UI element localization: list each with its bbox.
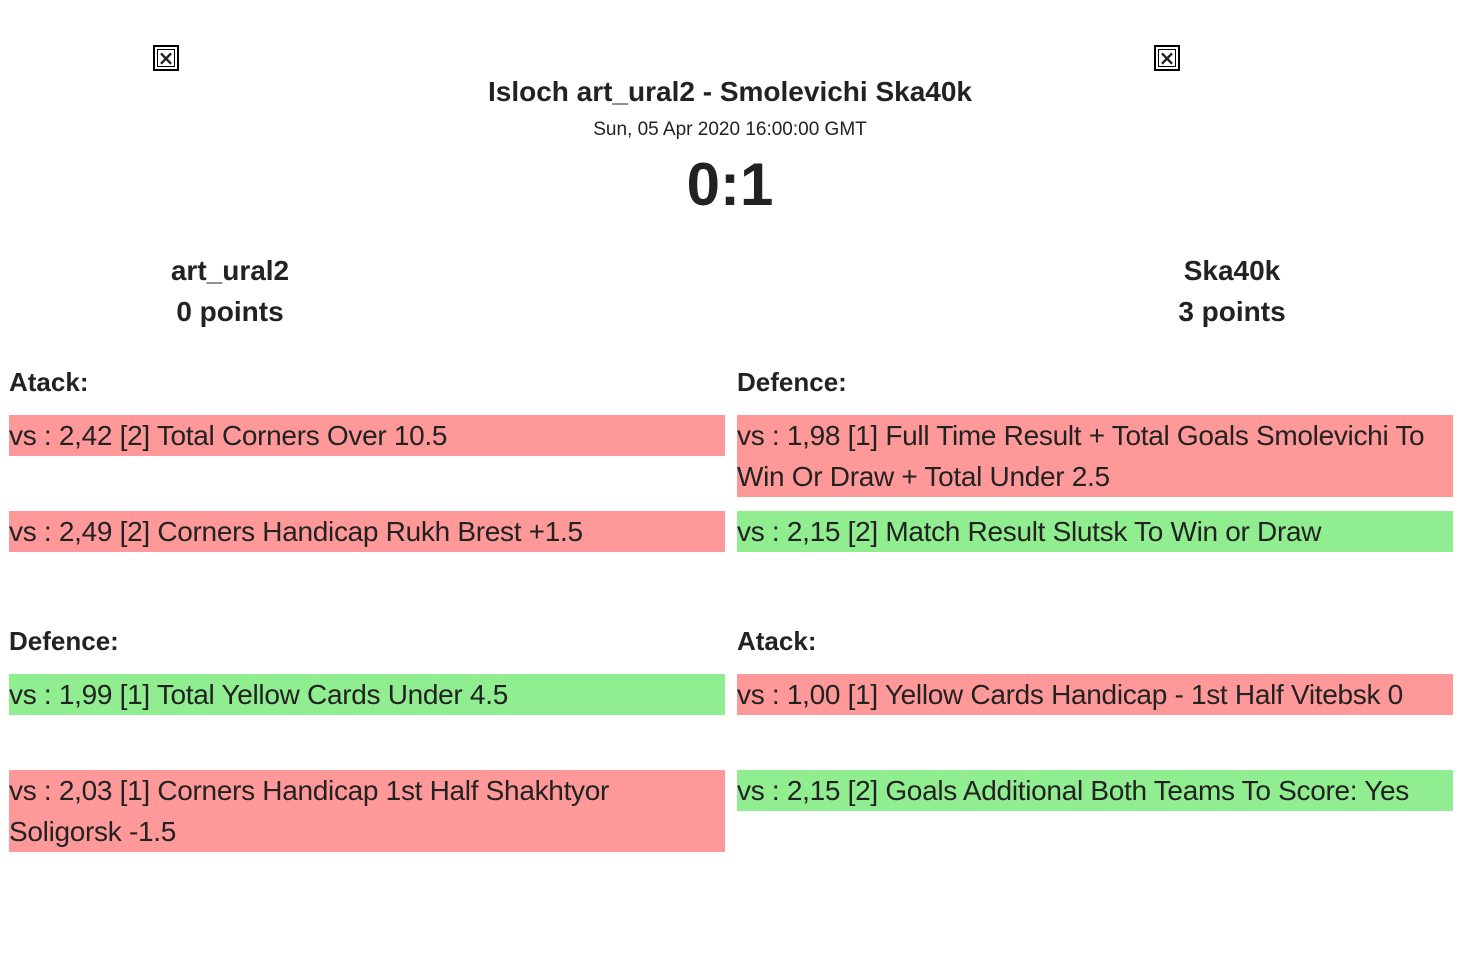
away-section-2: Atack: vs : 1,00 [1] Yellow Cards Handic…	[737, 626, 1453, 852]
bet-row: vs : 2,42 [2] Total Corners Over 10.5	[9, 415, 725, 456]
match-date: Sun, 05 Apr 2020 16:00:00 GMT	[593, 119, 867, 140]
bet-row: vs : 2,03 [1] Corners Handicap 1st Half …	[9, 770, 725, 852]
bet-row: vs : 2,15 [2] Goals Additional Both Team…	[737, 770, 1453, 811]
section-title: Defence:	[737, 367, 847, 397]
away-team-points: 3 points	[1178, 296, 1286, 327]
bet-row: vs : 1,98 [1] Full Time Result + Total G…	[737, 415, 1453, 497]
section-title: Atack:	[9, 367, 89, 397]
bet-row: vs : 2,15 [2] Match Result Slutsk To Win…	[737, 511, 1453, 552]
bet-row: vs : 1,00 [1] Yellow Cards Handicap - 1s…	[737, 674, 1453, 715]
home-section-2: Defence: vs : 1,99 [1] Total Yellow Card…	[9, 626, 725, 852]
match-score: 0:1	[686, 151, 774, 218]
home-team-name: art_ural2	[170, 255, 290, 286]
away-team-name: Ska40k	[1183, 255, 1281, 286]
away-section-1: Defence: vs : 1,98 [1] Full Time Result …	[737, 367, 1453, 552]
bet-row: vs : 1,99 [1] Total Yellow Cards Under 4…	[9, 674, 725, 715]
away-team: Ska40k 3 points	[1082, 250, 1382, 332]
bet-row: vs : 2,49 [2] Corners Handicap Rukh Bres…	[9, 511, 725, 552]
match-title: Isloch art_ural2 - Smolevichi Ska40k	[487, 76, 972, 107]
home-team-points: 0 points	[176, 296, 284, 327]
away-team-logo-broken-image-icon: ×	[1154, 45, 1180, 71]
home-team-logo-broken-image-icon: ×	[153, 45, 179, 71]
section-title: Defence:	[9, 626, 119, 656]
home-section-1: Atack: vs : 2,42 [2] Total Corners Over …	[9, 367, 725, 552]
home-team: art_ural2 0 points	[80, 250, 380, 332]
section-title: Atack:	[737, 626, 817, 656]
